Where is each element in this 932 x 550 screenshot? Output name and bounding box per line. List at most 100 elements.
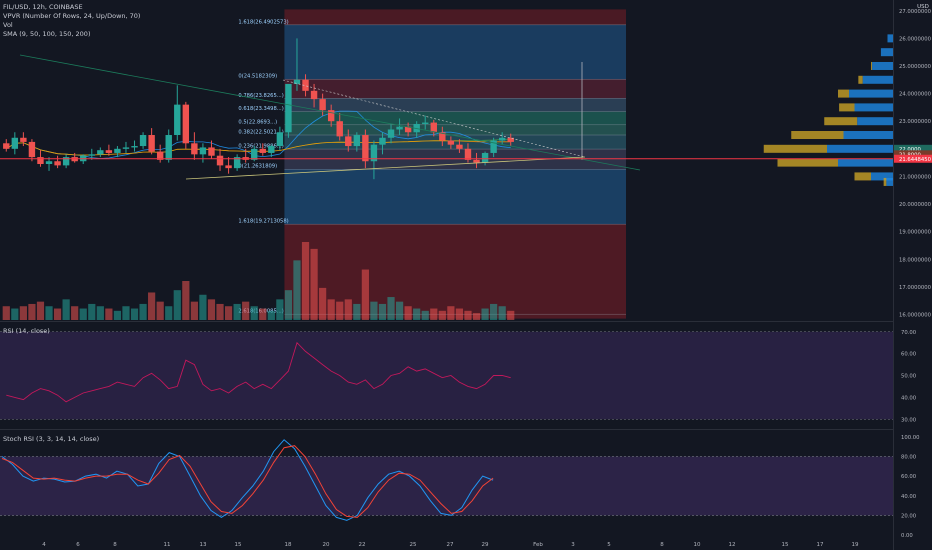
- fib-level-label: 0(24.5182309): [238, 74, 277, 80]
- volume-bars: [2, 242, 515, 320]
- candle-body: [336, 121, 343, 137]
- candle-body: [285, 83, 292, 133]
- candle-body: [20, 137, 27, 142]
- volume-profile-up: [791, 131, 844, 140]
- sma-legend[interactable]: SMA (9, 50, 100, 150, 200): [3, 30, 91, 38]
- candle-body: [345, 136, 352, 147]
- candle-body: [507, 137, 514, 142]
- symbol-title: FIL/USD, 12h, COINBASE: [3, 3, 83, 11]
- volume-profile-up: [883, 177, 887, 186]
- volume-bar: [370, 301, 378, 320]
- candle-body: [370, 144, 378, 162]
- candle-body: [97, 150, 104, 155]
- candle-body: [45, 161, 53, 164]
- volume-bar: [113, 310, 122, 320]
- trend-lines[interactable]: [0, 54, 893, 180]
- rsi-pane[interactable]: [0, 331, 893, 420]
- volume-profile-down: [880, 48, 893, 57]
- time-tick-label: 18: [285, 542, 292, 548]
- price-tick-label: 24.0000000: [899, 92, 932, 98]
- rsi-tick-label: 60.00: [901, 352, 917, 358]
- price-tick-label: 26.0000000: [899, 36, 932, 42]
- candle-body: [481, 152, 489, 163]
- price-tick-label: 16.0000000: [899, 312, 932, 318]
- volume-bar: [361, 269, 369, 320]
- candle-body: [464, 148, 472, 160]
- fib-zone: [284, 169, 626, 225]
- volume-bar: [233, 303, 241, 320]
- volume-bar: [36, 301, 45, 320]
- rsi-tick-label: 50.00: [901, 374, 917, 380]
- volume-profile-up: [824, 117, 858, 126]
- candle-body: [379, 137, 386, 145]
- volume-bar: [199, 294, 207, 320]
- price-tick-label: 17.0000000: [899, 285, 932, 291]
- volume-bar: [395, 301, 404, 320]
- candle-body: [165, 135, 172, 160]
- rsi-band: [0, 331, 893, 420]
- stoch-tick-label: 100.00: [901, 435, 920, 441]
- volume-bar: [481, 308, 489, 320]
- volume-bar: [447, 306, 455, 320]
- stoch-rsi-pane[interactable]: [0, 439, 893, 521]
- candle-body: [156, 151, 164, 160]
- time-tick-label: 20: [323, 542, 330, 548]
- rsi-tick-label: 30.00: [901, 417, 917, 423]
- price-tick-label: 18.0000000: [899, 257, 932, 263]
- volume-profile-up: [854, 172, 871, 181]
- stoch-d-line: [1, 445, 494, 518]
- price-tick-label: 19.0000000: [899, 230, 932, 236]
- descending-trend-line: [19, 54, 641, 171]
- time-tick-label: Feb: [533, 542, 543, 548]
- volume-profile-up: [839, 103, 855, 112]
- time-axis[interactable]: 4 6 8 11 13 15 18 20 22 25 27 29 Feb 3 5 8 10 12 15 17 19: [42, 542, 859, 548]
- stoch-legend[interactable]: Stoch RSI (3, 3, 14, 14, close): [3, 435, 100, 443]
- price-tick-label: 20.0000000: [899, 202, 932, 208]
- volume-legend[interactable]: Vol: [3, 21, 13, 29]
- candle-body: [225, 165, 232, 169]
- volume-profile-up: [777, 158, 838, 167]
- candle-body: [319, 99, 326, 111]
- candle-body: [174, 104, 181, 136]
- volume-bar: [464, 310, 472, 320]
- fib-level-label: 0.5(22.8693...): [238, 119, 277, 125]
- fib-level-label: 0.618(23.3498...): [238, 106, 283, 112]
- fib-zone: [284, 224, 626, 319]
- time-tick-label: 17: [817, 542, 824, 548]
- current-price-tag: 21.6448450: [899, 157, 932, 163]
- rsi-legend[interactable]: RSI (14, close): [3, 327, 50, 335]
- volume-bar: [130, 308, 139, 320]
- candle-body: [276, 132, 284, 147]
- candle-body: [404, 126, 412, 133]
- volume-bar: [472, 313, 481, 320]
- time-tick-label: 27: [447, 542, 454, 548]
- volume-bar: [276, 299, 284, 320]
- volume-bar: [224, 306, 233, 320]
- price-tick-label: 27.0000000: [899, 9, 932, 15]
- volume-bar: [430, 308, 438, 320]
- candle-body: [422, 122, 429, 124]
- candle-body: [302, 79, 309, 91]
- candle-body: [447, 140, 455, 145]
- stoch-tick-label: 60.00: [901, 474, 917, 480]
- price-tag-label: 22.0000: [899, 147, 922, 153]
- candle-body: [293, 79, 301, 84]
- fib-zone: [284, 79, 626, 99]
- volume-bar: [105, 308, 113, 320]
- candle-body: [122, 147, 130, 149]
- candle-body: [37, 157, 44, 164]
- volume-profile-up: [858, 75, 863, 84]
- volume-bar: [267, 310, 275, 320]
- vpvr-legend[interactable]: VPVR (Number Of Rows, 24, Up/Down, 70): [3, 12, 141, 20]
- volume-bar: [378, 303, 387, 320]
- volume-bar: [207, 299, 216, 320]
- fib-zone: [284, 98, 626, 112]
- fib-zone: [284, 124, 626, 136]
- price-tag-bg: [894, 144, 932, 153]
- volume-bar: [413, 308, 421, 320]
- fib-level-label: 0(21.2631809): [238, 164, 277, 170]
- volume-profile-down: [871, 172, 893, 181]
- volume-bar: [62, 299, 70, 320]
